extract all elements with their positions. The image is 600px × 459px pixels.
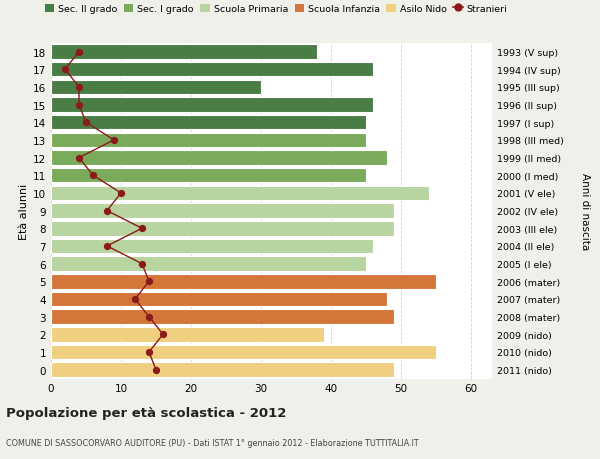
Bar [51, 257, 366, 271]
Bar [51, 327, 324, 342]
Text: COMUNE DI SASSOCORVARO AUDITORE (PU) - Dati ISTAT 1° gennaio 2012 - Elaborazione: COMUNE DI SASSOCORVARO AUDITORE (PU) - D… [6, 438, 419, 448]
Bar [51, 345, 436, 359]
Bar [51, 151, 387, 165]
Point [74, 101, 84, 109]
Bar [51, 45, 317, 60]
Point [116, 190, 126, 197]
Bar [51, 292, 387, 307]
Legend: Sec. II grado, Sec. I grado, Scuola Primaria, Scuola Infanzia, Asilo Nido, Stran: Sec. II grado, Sec. I grado, Scuola Prim… [45, 5, 507, 14]
Point [74, 49, 84, 56]
Point [109, 137, 119, 144]
Point [102, 243, 112, 250]
Bar [51, 222, 394, 236]
Point [88, 172, 98, 179]
Point [74, 155, 84, 162]
Point [130, 296, 140, 303]
Point [137, 260, 147, 268]
Text: Popolazione per età scolastica - 2012: Popolazione per età scolastica - 2012 [6, 406, 286, 419]
Point [144, 278, 154, 285]
Y-axis label: Anni di nascita: Anni di nascita [580, 173, 590, 250]
Bar [51, 310, 394, 324]
Bar [51, 80, 261, 95]
Bar [51, 98, 373, 112]
Bar [51, 239, 373, 254]
Point [102, 207, 112, 215]
Bar [51, 116, 366, 130]
Point [81, 119, 91, 127]
Y-axis label: Età alunni: Età alunni [19, 183, 29, 239]
Bar [51, 204, 394, 218]
Bar [51, 186, 429, 201]
Point [144, 348, 154, 356]
Point [137, 225, 147, 232]
Bar [51, 168, 366, 183]
Point [60, 67, 70, 74]
Point [158, 331, 168, 338]
Point [151, 366, 161, 374]
Point [74, 84, 84, 91]
Bar [51, 363, 394, 377]
Bar [51, 274, 436, 289]
Bar [51, 134, 366, 148]
Point [144, 313, 154, 321]
Bar [51, 63, 373, 77]
